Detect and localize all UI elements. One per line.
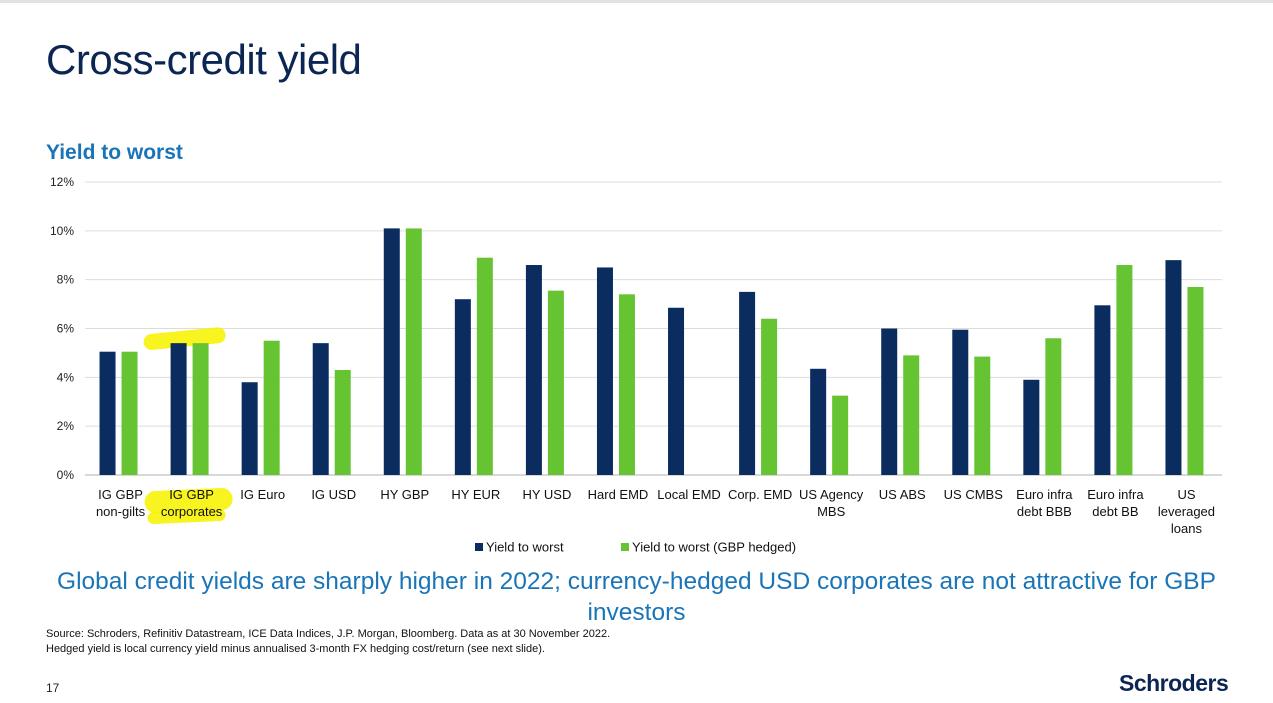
x-category-label: Corp. EMD <box>728 487 792 502</box>
x-category-label-line: loans <box>1171 521 1203 536</box>
x-category-label: HY GBP <box>380 487 429 502</box>
y-tick-label: 4% <box>57 370 75 384</box>
legend-swatch <box>621 543 629 551</box>
legend-label: Yield to worst (GBP hedged) <box>632 540 796 555</box>
x-category-label-line: Corp. EMD <box>728 487 792 502</box>
bar <box>170 343 187 475</box>
bar <box>476 257 493 475</box>
x-category-label-line: non-gilts <box>96 504 146 519</box>
highlight-mark <box>147 509 226 524</box>
x-category-label: IG Euro <box>240 487 285 502</box>
bar <box>312 343 329 475</box>
highlight-mark <box>143 327 226 350</box>
y-tick-label: 8% <box>57 273 75 287</box>
bar <box>241 382 258 475</box>
x-category-label-line: US <box>1177 487 1195 502</box>
page-number: 17 <box>46 681 60 695</box>
y-tick-label: 2% <box>57 419 75 433</box>
bar <box>99 351 116 475</box>
x-category-label: US Agency MBS <box>799 487 864 519</box>
y-tick-label: 12% <box>50 175 74 189</box>
bar <box>952 329 969 475</box>
bar <box>263 340 280 475</box>
headline: Global credit yields are sharply higher … <box>57 568 1216 626</box>
x-category-label-line: Hard EMD <box>588 487 649 502</box>
bar <box>192 343 209 475</box>
x-category-label-line: IG USD <box>311 487 356 502</box>
x-category-label-line: HY EUR <box>451 487 500 502</box>
x-category-label-line: HY USD <box>522 487 571 502</box>
legend-swatch <box>475 543 483 551</box>
x-category-label-line: Local EMD <box>657 487 721 502</box>
bar <box>596 267 613 475</box>
bar <box>668 307 685 475</box>
bar <box>1023 379 1040 475</box>
source-line: Source: Schroders, Refinitiv Datastream,… <box>46 628 611 640</box>
bar <box>334 370 351 475</box>
y-tick-label: 10% <box>50 224 74 238</box>
slide-title: Cross-credit yield <box>46 36 362 83</box>
top-rule <box>0 0 1273 3</box>
x-category-label-line: debt BBB <box>1017 504 1072 519</box>
y-tick-label: 6% <box>57 322 75 336</box>
source-line: Hedged yield is local currency yield min… <box>46 643 545 655</box>
x-category-label-line: IG Euro <box>240 487 285 502</box>
bar <box>454 299 471 475</box>
x-category-label: IG GBP non-gilts <box>96 487 146 519</box>
x-category-label: IG USD <box>311 487 356 502</box>
x-category-label-line: Euro infra <box>1016 487 1073 502</box>
bar <box>1045 338 1062 475</box>
bar <box>881 328 898 475</box>
x-category-label-line: US CMBS <box>944 487 1004 502</box>
x-category-label-line: MBS <box>817 504 846 519</box>
bar <box>903 355 920 475</box>
bar <box>1116 265 1133 475</box>
bar <box>1094 305 1111 475</box>
x-category-label: Euro infra debt BBB <box>1016 487 1073 519</box>
x-category-label-line: HY GBP <box>380 487 429 502</box>
x-category-label-line: leveraged <box>1158 504 1215 519</box>
bar <box>810 368 827 475</box>
bar <box>739 291 756 475</box>
chart-title: Yield to worst <box>46 141 183 164</box>
bar <box>525 265 542 475</box>
bar <box>547 290 564 475</box>
y-tick-label: 0% <box>57 468 75 482</box>
highlight-mark <box>144 488 233 513</box>
bar <box>618 294 635 475</box>
bar <box>974 356 991 475</box>
source-note: Source: Schroders, Refinitiv Datastream,… <box>46 627 610 657</box>
x-category-label-line: debt BB <box>1092 504 1138 519</box>
bar <box>405 228 422 475</box>
x-category-label: Euro infra debt BB <box>1087 487 1144 519</box>
x-category-label-line: IG GBP <box>169 487 214 502</box>
x-category-label-line: US ABS <box>879 487 926 502</box>
x-category-label-line: corporates <box>161 504 223 519</box>
bar <box>383 228 400 475</box>
x-category-label: US leveraged loans <box>1158 487 1215 536</box>
bar <box>832 395 849 475</box>
x-category-label: US ABS <box>879 487 926 502</box>
bar-chart: 0% 2% 4% 6% 8% 10% 12% IG GBP non-gilts IG GBP cor… <box>50 175 1222 555</box>
x-category-label: IG GBP corporates <box>161 487 223 519</box>
bar <box>1187 286 1204 475</box>
x-category-label: US CMBS <box>944 487 1004 502</box>
x-category-label: Local EMD <box>657 487 721 502</box>
x-category-label-line: US Agency <box>799 487 864 502</box>
bar <box>761 318 778 475</box>
x-category-label-line: IG GBP <box>98 487 143 502</box>
bar <box>1165 260 1182 475</box>
schroders-logo: Schroders <box>1119 670 1229 696</box>
x-category-label: Hard EMD <box>588 487 649 502</box>
legend-label: Yield to worst <box>486 540 564 555</box>
x-category-label-line: Euro infra <box>1087 487 1144 502</box>
x-category-label: HY USD <box>522 487 571 502</box>
x-category-label: HY EUR <box>451 487 500 502</box>
bar <box>121 351 138 475</box>
